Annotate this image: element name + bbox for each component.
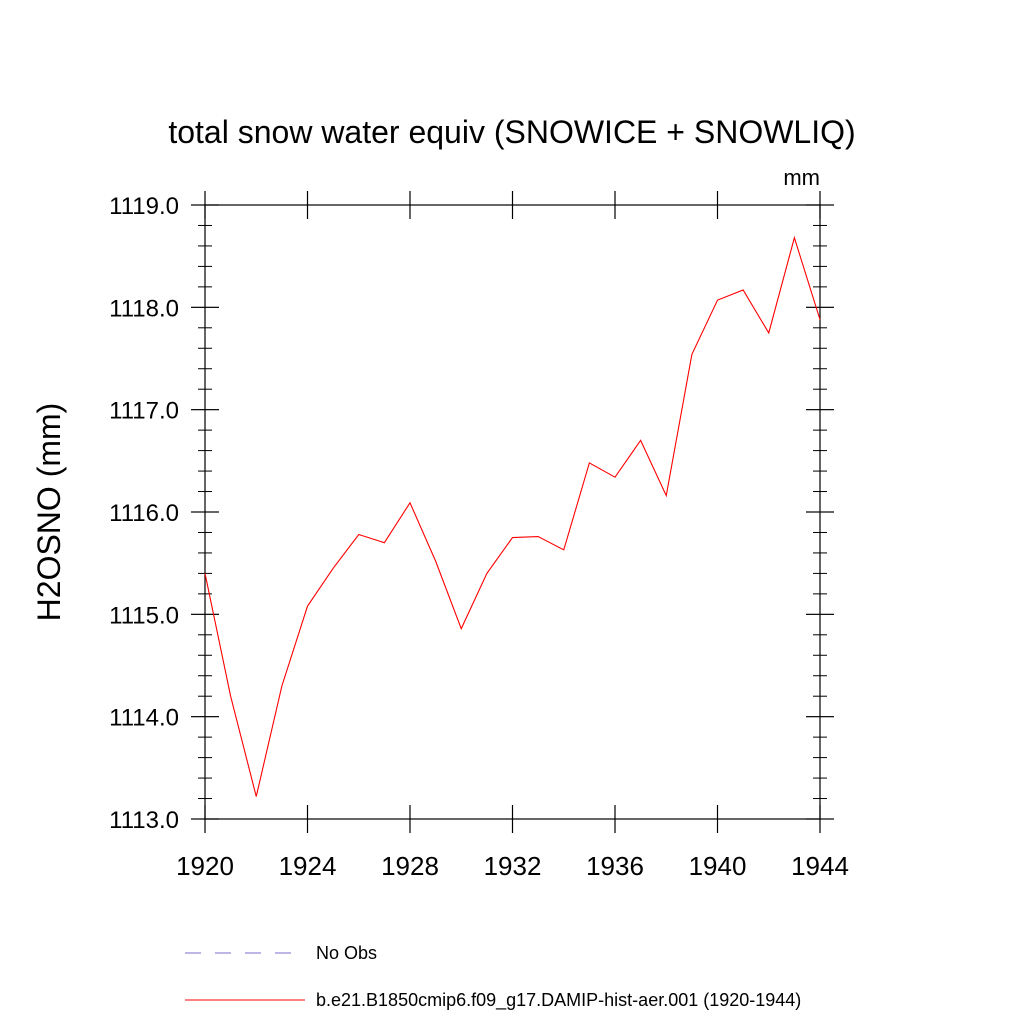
y-tick-label: 1119.0 <box>109 193 179 220</box>
units-label: mm <box>783 165 820 190</box>
y-tick-label: 1114.0 <box>109 705 179 732</box>
x-tick-label: 1940 <box>689 851 747 881</box>
x-tick-label: 1928 <box>381 851 439 881</box>
chart-title: total snow water equiv (SNOWICE + SNOWLI… <box>168 114 855 150</box>
legend-label-0: No Obs <box>316 943 377 963</box>
y-tick-label: 1115.0 <box>109 602 179 629</box>
legend: No Obs b.e21.B1850cmip6.f09_g17.DAMIP-his… <box>185 943 801 1011</box>
x-tick-label: 1920 <box>176 851 234 881</box>
x-tick-label: 1932 <box>484 851 542 881</box>
x-tick-label: 1936 <box>586 851 644 881</box>
y-tick-label: 1118.0 <box>109 295 179 322</box>
legend-label-1: b.e21.B1850cmip6.f09_g17.DAMIP-hist-aer.… <box>316 990 801 1011</box>
y-tick-label: 1113.0 <box>109 807 179 834</box>
series-line-0 <box>204 235 821 797</box>
y-axis-label: H2OSNO (mm) <box>31 403 67 622</box>
plot-area: 1920 1924 1928 1932 1936 1940 1944 1113.0 1114.0… <box>109 191 849 881</box>
x-tick-label: 1924 <box>279 851 337 881</box>
y-tick-label: 1116.0 <box>109 500 179 527</box>
y-tick-label: 1117.0 <box>109 398 179 425</box>
x-tick-label: 1944 <box>791 851 849 881</box>
plot-frame <box>204 204 821 820</box>
